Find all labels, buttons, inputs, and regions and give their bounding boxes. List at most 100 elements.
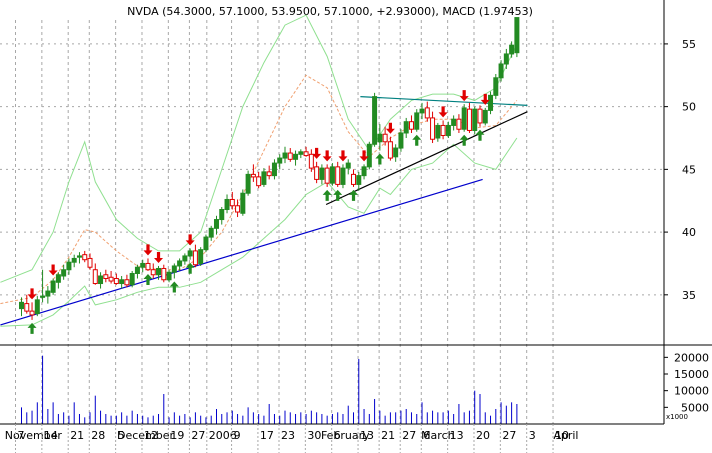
buy-arrow xyxy=(143,273,153,285)
candle-body xyxy=(29,310,35,316)
sell-arrow xyxy=(385,122,395,134)
candle-body xyxy=(177,260,183,267)
candle-body xyxy=(235,205,241,213)
trendlines xyxy=(0,96,528,326)
candle-body xyxy=(34,299,40,315)
candle-body xyxy=(229,198,235,207)
candle-body xyxy=(324,167,330,184)
candle-body xyxy=(488,94,494,111)
date-tick-label: 20 xyxy=(476,429,490,442)
price-axis: 35 40 45 50 55 xyxy=(664,38,696,302)
sell-arrow xyxy=(185,234,195,246)
date-tick-label: 5 xyxy=(118,429,125,442)
moving-average xyxy=(0,74,518,305)
buy-arrow xyxy=(27,322,37,334)
candle-body xyxy=(240,192,246,214)
date-tick-label: 3 xyxy=(529,429,536,442)
candle-body xyxy=(150,269,156,276)
candle-body xyxy=(345,162,351,169)
date-tick-label: 14 xyxy=(44,429,58,442)
date-tick-label: 23 xyxy=(281,429,295,442)
date-tick-label: 19 xyxy=(170,429,184,442)
candle-body xyxy=(161,267,167,281)
candle-body xyxy=(71,257,77,263)
candle-body xyxy=(192,250,198,266)
price-tick-label: 35 xyxy=(682,289,696,302)
candle-body xyxy=(293,153,299,160)
candle-body xyxy=(50,280,56,293)
candle-body xyxy=(351,173,357,185)
candle-body xyxy=(187,250,193,257)
buy-arrow xyxy=(349,189,359,201)
month-label: April xyxy=(553,429,578,442)
sell-arrow xyxy=(143,244,153,256)
sell-arrow xyxy=(338,150,348,162)
triangle-resistance xyxy=(360,96,528,106)
candle-body xyxy=(477,108,483,124)
candle-body xyxy=(282,152,288,159)
candle-body xyxy=(366,143,372,168)
date-tick-label: 7 xyxy=(18,429,25,442)
candle-body xyxy=(503,53,509,65)
volume-tick-label: 20000 xyxy=(674,351,709,364)
candle-body xyxy=(440,124,446,136)
candle-body xyxy=(419,108,425,114)
date-tick-label: 9 xyxy=(234,429,241,442)
date-tick-label: 27 xyxy=(191,429,205,442)
volume-tick-label: 10000 xyxy=(674,385,709,398)
candle-body xyxy=(261,171,267,185)
candle-body xyxy=(203,236,209,251)
candle-body xyxy=(134,266,140,274)
date-tick-label: 17 xyxy=(260,429,274,442)
candle-body xyxy=(340,167,346,185)
candle-body xyxy=(498,63,504,79)
candle-body xyxy=(514,17,520,54)
candle-body xyxy=(82,254,88,261)
bollinger-lower xyxy=(0,137,518,327)
candle-body xyxy=(393,147,399,158)
sell-arrow xyxy=(438,106,448,118)
chart-title: NVDA (54.3000, 57.1000, 53.9500, 57.1000… xyxy=(127,5,533,18)
sell-arrow xyxy=(459,90,469,102)
candle-body xyxy=(140,262,146,268)
sell-arrow xyxy=(27,288,37,300)
candle-body xyxy=(314,166,320,180)
candle-body xyxy=(435,124,441,139)
candle-body xyxy=(119,279,125,285)
candle-body xyxy=(182,255,188,262)
long-term-support xyxy=(0,178,483,326)
candle-body xyxy=(24,303,30,312)
date-tick-label: 21 xyxy=(70,429,84,442)
candle-body xyxy=(76,255,82,258)
candle-body xyxy=(271,162,277,177)
volume-axis: 5000 10000 15000 20000 x1000 xyxy=(664,351,709,421)
candle-body xyxy=(156,267,162,276)
candle-body xyxy=(466,108,472,131)
price-tick-label: 50 xyxy=(682,101,696,114)
sell-arrow xyxy=(359,150,369,162)
candle-body xyxy=(319,167,325,180)
buy-arrow xyxy=(459,134,469,146)
buy-arrow xyxy=(412,134,422,146)
date-tick-label: 27 xyxy=(402,429,416,442)
date-tick-label: 6 xyxy=(334,429,341,442)
candle-body xyxy=(224,198,230,211)
date-tick-label: 28 xyxy=(91,429,105,442)
candle-body xyxy=(398,132,404,149)
sell-arrow xyxy=(154,251,164,263)
candle-body xyxy=(472,108,478,131)
candle-body xyxy=(335,166,341,185)
candle-body xyxy=(145,262,151,271)
date-tick-label: 6 xyxy=(423,429,430,442)
candle-body xyxy=(256,176,262,187)
candle-body xyxy=(219,209,225,221)
grid xyxy=(0,20,664,424)
candle-body xyxy=(198,249,204,264)
candle-body xyxy=(277,157,283,164)
price-tick-label: 55 xyxy=(682,38,696,51)
candle-body xyxy=(87,257,93,268)
candle-body xyxy=(372,96,378,145)
candle-body xyxy=(387,141,393,159)
candle-body xyxy=(408,121,414,130)
